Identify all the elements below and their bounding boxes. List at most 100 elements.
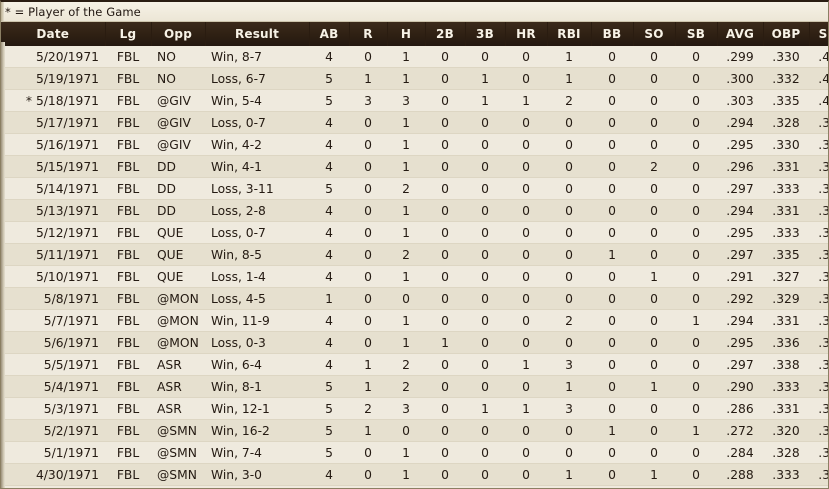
cell-h: 1 bbox=[387, 155, 425, 178]
table-row[interactable]: 4/30/1971 FBL @SMN Win, 3-0 4 0 1 0 0 0 1 0 1 0.288.3… bbox=[1, 463, 828, 486]
cell-opp[interactable]: @GIV bbox=[151, 89, 205, 112]
cell-h: 1 bbox=[387, 221, 425, 244]
cell-opp[interactable]: NO bbox=[151, 67, 205, 90]
column-header-slg[interactable]: SLG bbox=[809, 22, 828, 46]
cell-ab: 4 bbox=[309, 155, 349, 178]
cell-obp: .335 bbox=[763, 89, 809, 112]
cell-lg: FBL bbox=[105, 133, 151, 156]
cell-slg: .394 bbox=[809, 331, 828, 354]
table-row[interactable]: 5/4/1971 FBL ASR Win, 8-1 5 1 2 0 0 0 1 0 1 0.290.333… bbox=[1, 375, 828, 398]
cell-opp[interactable]: @SMN bbox=[151, 463, 205, 486]
cell-result: Loss, 3-11 bbox=[205, 177, 309, 200]
cell-ab: 4 bbox=[309, 46, 349, 68]
cell-result: Win, 4-1 bbox=[205, 155, 309, 178]
cell-so: 0 bbox=[633, 177, 675, 200]
table-row[interactable]: 5/20/1971 FBL NO Win, 8-7 4 0 1 0 0 0 1 0 0 0.299.330… bbox=[1, 46, 828, 68]
date-value: 4/30/1971 bbox=[35, 467, 99, 482]
cell-obp: .331 bbox=[763, 199, 809, 222]
table-row[interactable]: 5/11/1971 FBL QUE Win, 8-5 4 0 2 0 0 0 0 1 0 0.297.33… bbox=[1, 243, 828, 266]
cell-opp[interactable]: DD bbox=[151, 177, 205, 200]
column-header-avg[interactable]: AVG bbox=[717, 22, 764, 46]
table-row[interactable]: 5/6/1971 FBL @MON Loss, 0-3 4 0 1 1 0 0 0 0 0 0.295.3… bbox=[1, 331, 828, 354]
cell-hr: 0 bbox=[505, 331, 547, 354]
column-header-obp[interactable]: OBP bbox=[763, 22, 810, 46]
table-row[interactable]: 5/2/1971 FBL @SMN Win, 16-2 5 1 0 0 0 0 0 1 0 1.272.3… bbox=[1, 419, 828, 442]
player-of-the-game-legend: * = Player of the Game bbox=[5, 4, 141, 19]
cell-h: 1 bbox=[387, 67, 425, 90]
cell-sb: 0 bbox=[675, 177, 717, 200]
cell-opp[interactable]: DD bbox=[151, 199, 205, 222]
column-header-date[interactable]: Date bbox=[1, 22, 106, 46]
cell-h: 1 bbox=[387, 265, 425, 288]
cell-opp[interactable]: DD bbox=[151, 155, 205, 178]
cell-r: 0 bbox=[349, 243, 387, 266]
cell-slg: .411 bbox=[809, 67, 828, 90]
column-header-ab[interactable]: AB bbox=[309, 22, 350, 46]
cell-opp[interactable]: ASR bbox=[151, 397, 205, 420]
cell-ab: 4 bbox=[309, 309, 349, 332]
column-header-sb[interactable]: SB bbox=[675, 22, 718, 46]
cell-2b: 0 bbox=[425, 67, 465, 90]
cell-3b: 0 bbox=[465, 265, 505, 288]
column-header-hr[interactable]: HR bbox=[505, 22, 548, 46]
cell-opp[interactable]: ASR bbox=[151, 375, 205, 398]
table-row[interactable]: 5/13/1971 FBL DD Loss, 2-8 4 0 1 0 0 0 0 0 0 0.294.33… bbox=[1, 199, 828, 222]
cell-opp[interactable]: QUE bbox=[151, 265, 205, 288]
table-row[interactable]: 5/10/1971 FBL QUE Loss, 1-4 4 0 1 0 0 0 0 0 1 0.291.3… bbox=[1, 265, 828, 288]
table-row[interactable]: 5/14/1971 FBL DD Loss, 3-11 5 0 2 0 0 0 0 0 0 0.297.3… bbox=[1, 177, 828, 200]
cell-opp[interactable]: QUE bbox=[151, 243, 205, 266]
table-row[interactable]: 5/5/1971 FBL ASR Win, 6-4 4 1 2 0 0 1 3 0 0 0.297.338… bbox=[1, 353, 828, 376]
cell-slg: .321 bbox=[809, 441, 828, 464]
column-header-lg[interactable]: Lg bbox=[105, 22, 152, 46]
cell-bb: 0 bbox=[591, 463, 633, 486]
column-header-so[interactable]: SO bbox=[633, 22, 676, 46]
column-header-rbi[interactable]: RBI bbox=[547, 22, 592, 46]
table-row[interactable]: 5/15/1971 FBL DD Win, 4-1 4 0 1 0 0 0 0 0 2 0.296.331… bbox=[1, 155, 828, 178]
cell-opp[interactable]: @MON bbox=[151, 287, 205, 310]
column-header-3b[interactable]: 3B bbox=[465, 22, 506, 46]
column-header-result[interactable]: Result bbox=[205, 22, 310, 46]
cell-opp[interactable]: @GIV bbox=[151, 111, 205, 134]
cell-rbi: 0 bbox=[547, 199, 591, 222]
cell-avg: .295 bbox=[717, 331, 763, 354]
cell-opp[interactable]: @SMN bbox=[151, 419, 205, 442]
cell-r: 0 bbox=[349, 46, 387, 68]
cell-rbi: 1 bbox=[547, 375, 591, 398]
cell-lg: FBL bbox=[105, 375, 151, 398]
cell-bb: 0 bbox=[591, 89, 633, 112]
table-row[interactable]: 5/19/1971 FBL NO Loss, 6-7 5 1 1 0 1 0 1 0 0 0.300.33… bbox=[1, 67, 828, 90]
cell-opp[interactable]: @SMN bbox=[151, 441, 205, 464]
table-row[interactable]: 5/1/1971 FBL @SMN Win, 7-4 5 0 1 0 0 0 0 0 0 0.284.32… bbox=[1, 441, 828, 464]
cell-opp[interactable]: @GIV bbox=[151, 133, 205, 156]
table-row[interactable]: 5/16/1971 FBL @GIV Win, 4-2 4 0 1 0 0 0 0 0 0 0.295.3… bbox=[1, 133, 828, 156]
cell-bb: 0 bbox=[591, 46, 633, 68]
column-header-2b[interactable]: 2B bbox=[425, 22, 466, 46]
game-log-table-scroll[interactable]: Date Lg Opp Result AB R H 2B 3B HR RBI BB SO SB AVG OBP… bbox=[1, 22, 828, 488]
cell-date: 5/19/1971 bbox=[1, 67, 105, 90]
cell-opp[interactable]: QUE bbox=[151, 221, 205, 244]
cell-rbi: 0 bbox=[547, 243, 591, 266]
table-row[interactable]: 5/8/1971 FBL @MON Loss, 4-5 1 0 0 0 0 0 0 0 0 0.292.3… bbox=[1, 287, 828, 310]
table-row[interactable]: 5/17/1971 FBL @GIV Loss, 0-7 4 0 1 0 0 0 0 0 0 0.294.… bbox=[1, 111, 828, 134]
cell-ab: 4 bbox=[309, 133, 349, 156]
cell-rbi: 0 bbox=[547, 331, 591, 354]
column-header-opp[interactable]: Opp bbox=[151, 22, 206, 46]
column-header-r[interactable]: R bbox=[349, 22, 388, 46]
cell-opp[interactable]: @MON bbox=[151, 331, 205, 354]
cell-3b: 0 bbox=[465, 177, 505, 200]
cell-date: 5/16/1971 bbox=[1, 133, 105, 156]
cell-result: Loss, 2-8 bbox=[205, 199, 309, 222]
column-header-h[interactable]: H bbox=[387, 22, 426, 46]
table-row[interactable]: 5/7/1971 FBL @MON Win, 11-9 4 0 1 0 0 0 2 0 0 1.294.3… bbox=[1, 309, 828, 332]
cell-opp[interactable]: NO bbox=[151, 46, 205, 68]
cell-lg: FBL bbox=[105, 265, 151, 288]
cell-opp[interactable]: @MON bbox=[151, 309, 205, 332]
cell-slg: .408 bbox=[809, 46, 828, 68]
table-row[interactable]: * 5/18/1971 FBL @GIV Win, 5-4 5 3 3 0 1 1 2 0 0 0.303… bbox=[1, 89, 828, 112]
cell-avg: .292 bbox=[717, 287, 763, 310]
table-row[interactable]: 5/3/1971 FBL ASR Win, 12-1 5 2 3 0 1 1 3 0 0 0.286.33… bbox=[1, 397, 828, 420]
game-log-table: Date Lg Opp Result AB R H 2B 3B HR RBI BB SO SB AVG OBP… bbox=[1, 22, 828, 486]
column-header-bb[interactable]: BB bbox=[591, 22, 634, 46]
cell-opp[interactable]: ASR bbox=[151, 353, 205, 376]
table-row[interactable]: 5/12/1971 FBL QUE Loss, 0-7 4 0 1 0 0 0 0 0 0 0.295.3… bbox=[1, 221, 828, 244]
